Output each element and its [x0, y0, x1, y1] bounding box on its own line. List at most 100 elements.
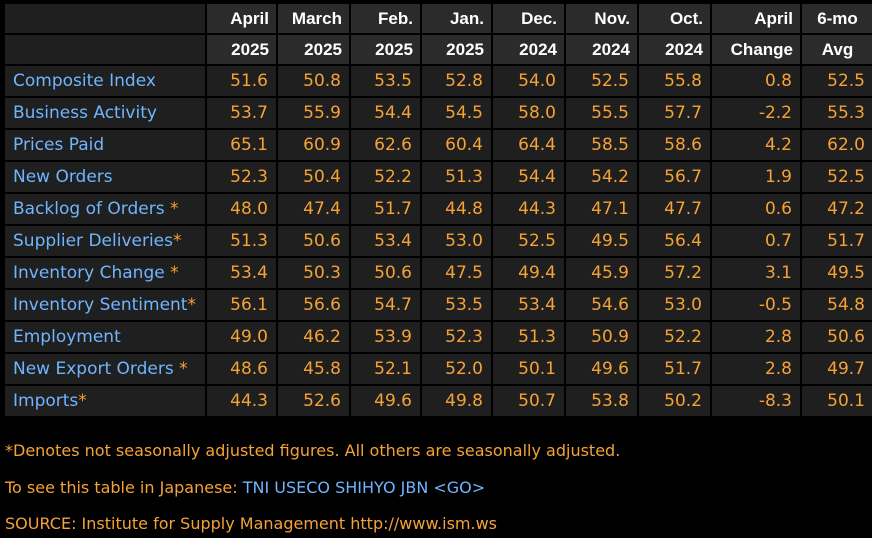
value-cell: 49.5	[566, 226, 637, 256]
value-cell: 52.3	[207, 162, 276, 192]
not-seasonally-adjusted-marker: *	[170, 263, 179, 283]
row-label-text: Composite Index	[13, 71, 156, 91]
value-cell: 54.7	[351, 290, 420, 320]
value-cell: 53.9	[351, 322, 420, 352]
value-cell: 47.5	[422, 258, 491, 288]
row-label-text: Backlog of Orders	[13, 199, 170, 219]
value-cell: 47.7	[639, 194, 710, 224]
value-cell: 50.8	[278, 66, 349, 96]
row-label[interactable]: Prices Paid	[5, 130, 205, 160]
table-body: Composite Index 51.6 50.8 53.5 52.8 54.0 52.5 5…	[5, 66, 872, 416]
header-year-col-2: 2025	[278, 35, 349, 64]
table-row: New Orders 52.3 50.4 52.2 51.3 54.4 54.2 56.7 1.…	[5, 162, 872, 192]
header-year-corner	[5, 35, 205, 64]
row-label-text: Business Activity	[13, 103, 157, 123]
value-cell: 47.1	[566, 194, 637, 224]
value-cell: 53.4	[207, 258, 276, 288]
value-cell: 47.4	[278, 194, 349, 224]
row-label-text: Inventory Change	[13, 263, 171, 283]
japanese-prefix: To see this table in Japanese:	[5, 478, 243, 497]
value-cell: -8.3	[712, 386, 800, 416]
value-cell: 56.1	[207, 290, 276, 320]
value-cell: 52.1	[351, 354, 420, 384]
value-cell: 56.4	[639, 226, 710, 256]
row-label[interactable]: Inventory Change *	[5, 258, 205, 288]
value-cell: 46.2	[278, 322, 349, 352]
value-cell: 50.6	[802, 322, 872, 352]
header-month-col-2: March	[278, 4, 349, 33]
row-label[interactable]: Inventory Sentiment*	[5, 290, 205, 320]
value-cell: 54.8	[802, 290, 872, 320]
row-label[interactable]: Supplier Deliveries*	[5, 226, 205, 256]
value-cell: -2.2	[712, 98, 800, 128]
value-cell: 48.0	[207, 194, 276, 224]
value-cell: 53.0	[422, 226, 491, 256]
header-year-col-1: 2025	[207, 35, 276, 64]
value-cell: 44.8	[422, 194, 491, 224]
value-cell: 51.3	[422, 162, 491, 192]
value-cell: 52.0	[422, 354, 491, 384]
value-cell: 57.2	[639, 258, 710, 288]
value-cell: 62.0	[802, 130, 872, 160]
header-year-col-6: 2024	[566, 35, 637, 64]
row-label[interactable]: Imports*	[5, 386, 205, 416]
table-row: Business Activity 53.7 55.9 54.4 54.5 58.0 55.…	[5, 98, 872, 128]
row-label-text: Inventory Sentiment	[13, 295, 188, 315]
value-cell: 51.3	[493, 322, 564, 352]
value-cell: 2.8	[712, 354, 800, 384]
value-cell: 51.6	[207, 66, 276, 96]
value-cell: 52.3	[422, 322, 491, 352]
value-cell: 52.2	[639, 322, 710, 352]
value-cell: 51.7	[802, 226, 872, 256]
value-cell: 53.5	[422, 290, 491, 320]
header-month-col-6: Nov.	[566, 4, 637, 33]
header-month-col-8: April	[712, 4, 800, 33]
table-row: Inventory Sentiment* 56.1 56.6 54.7 53.5 53.4…	[5, 290, 872, 320]
row-label[interactable]: New Export Orders *	[5, 354, 205, 384]
value-cell: 50.3	[278, 258, 349, 288]
value-cell: 49.6	[351, 386, 420, 416]
value-cell: 45.8	[278, 354, 349, 384]
value-cell: 49.7	[802, 354, 872, 384]
row-label-text: Imports	[13, 391, 79, 411]
not-seasonally-adjusted-marker: *	[173, 231, 182, 251]
value-cell: 51.3	[207, 226, 276, 256]
value-cell: 49.6	[566, 354, 637, 384]
value-cell: 49.5	[802, 258, 872, 288]
table-row: Imports* 44.3 52.6 49.6 49.8 50.7 53.8 50.2 -8.3…	[5, 386, 872, 416]
row-label-text: Employment	[13, 327, 121, 347]
value-cell: 4.2	[712, 130, 800, 160]
value-cell: 54.0	[493, 66, 564, 96]
value-cell: 58.5	[566, 130, 637, 160]
value-cell: 52.6	[278, 386, 349, 416]
value-cell: 57.7	[639, 98, 710, 128]
value-cell: 55.5	[566, 98, 637, 128]
row-label[interactable]: Business Activity	[5, 98, 205, 128]
value-cell: 53.5	[351, 66, 420, 96]
value-cell: 3.1	[712, 258, 800, 288]
value-cell: 51.7	[639, 354, 710, 384]
header-month-corner	[5, 4, 205, 33]
row-label[interactable]: Backlog of Orders *	[5, 194, 205, 224]
value-cell: 53.0	[639, 290, 710, 320]
header-row-year: 2025 2025 2025 2025 2024 2024 2024 Change Avg	[5, 35, 872, 64]
value-cell: 62.6	[351, 130, 420, 160]
row-label[interactable]: Composite Index	[5, 66, 205, 96]
row-label[interactable]: Employment	[5, 322, 205, 352]
table-header: April March Feb. Jan. Dec. Nov. Oct. April 6-mo …	[5, 4, 872, 64]
value-cell: 2.8	[712, 322, 800, 352]
value-cell: 50.6	[351, 258, 420, 288]
value-cell: 48.6	[207, 354, 276, 384]
value-cell: 60.9	[278, 130, 349, 160]
value-cell: 53.8	[566, 386, 637, 416]
header-month-col-7: Oct.	[639, 4, 710, 33]
japanese-command-link[interactable]: TNI USECO SHIHYO JBN <GO>	[242, 478, 486, 497]
value-cell: 60.4	[422, 130, 491, 160]
value-cell: 50.4	[278, 162, 349, 192]
value-cell: 58.0	[493, 98, 564, 128]
value-cell: 64.4	[493, 130, 564, 160]
table-row: Inventory Change * 53.4 50.3 50.6 47.5 49.4 45…	[5, 258, 872, 288]
value-cell: 52.5	[566, 66, 637, 96]
row-label[interactable]: New Orders	[5, 162, 205, 192]
row-label-text: Prices Paid	[13, 135, 105, 155]
